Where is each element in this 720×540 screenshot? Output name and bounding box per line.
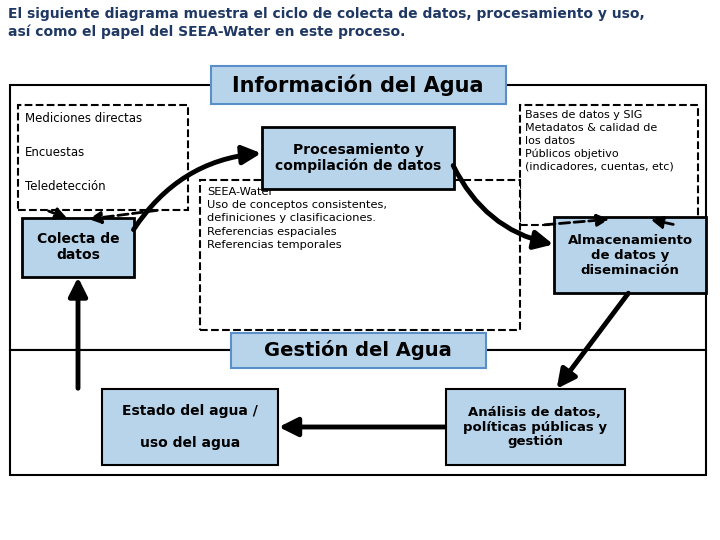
Text: Análisis de datos,
políticas públicas y
gestión: Análisis de datos, políticas públicas y …: [463, 406, 607, 449]
Text: Gestión del Agua: Gestión del Agua: [264, 340, 452, 360]
FancyBboxPatch shape: [230, 333, 485, 368]
Text: SEEA-Water
Uso de conceptos consistentes,
definiciones y clasificaciones.
Refere: SEEA-Water Uso de conceptos consistentes…: [207, 187, 387, 250]
Bar: [10, 85, 706, 350]
FancyBboxPatch shape: [262, 127, 454, 189]
Text: Procesamiento y
compilación de datos: Procesamiento y compilación de datos: [275, 143, 441, 173]
Text: Colecta de
datos: Colecta de datos: [37, 232, 120, 262]
FancyBboxPatch shape: [210, 66, 505, 104]
FancyBboxPatch shape: [102, 389, 278, 465]
FancyBboxPatch shape: [22, 218, 134, 276]
Text: Almacenamiento
de datos y
diseminación: Almacenamiento de datos y diseminación: [567, 233, 693, 276]
FancyBboxPatch shape: [554, 217, 706, 293]
Text: Mediciones directas

Encuestas

Teledetección: Mediciones directas Encuestas Teledetecc…: [25, 112, 142, 193]
Text: Bases de datos y SIG
Metadatos & calidad de
los datos
Públicos objetivo
(indicad: Bases de datos y SIG Metadatos & calidad…: [525, 110, 674, 172]
FancyBboxPatch shape: [446, 389, 624, 465]
Text: Estado del agua /

uso del agua: Estado del agua / uso del agua: [122, 404, 258, 450]
FancyBboxPatch shape: [18, 105, 188, 210]
Bar: [10, 350, 706, 475]
FancyBboxPatch shape: [520, 105, 698, 225]
FancyBboxPatch shape: [200, 180, 520, 330]
Text: El siguiente diagrama muestra el ciclo de colecta de datos, procesamiento y uso,: El siguiente diagrama muestra el ciclo d…: [8, 7, 644, 39]
Text: Información del Agua: Información del Agua: [233, 74, 484, 96]
